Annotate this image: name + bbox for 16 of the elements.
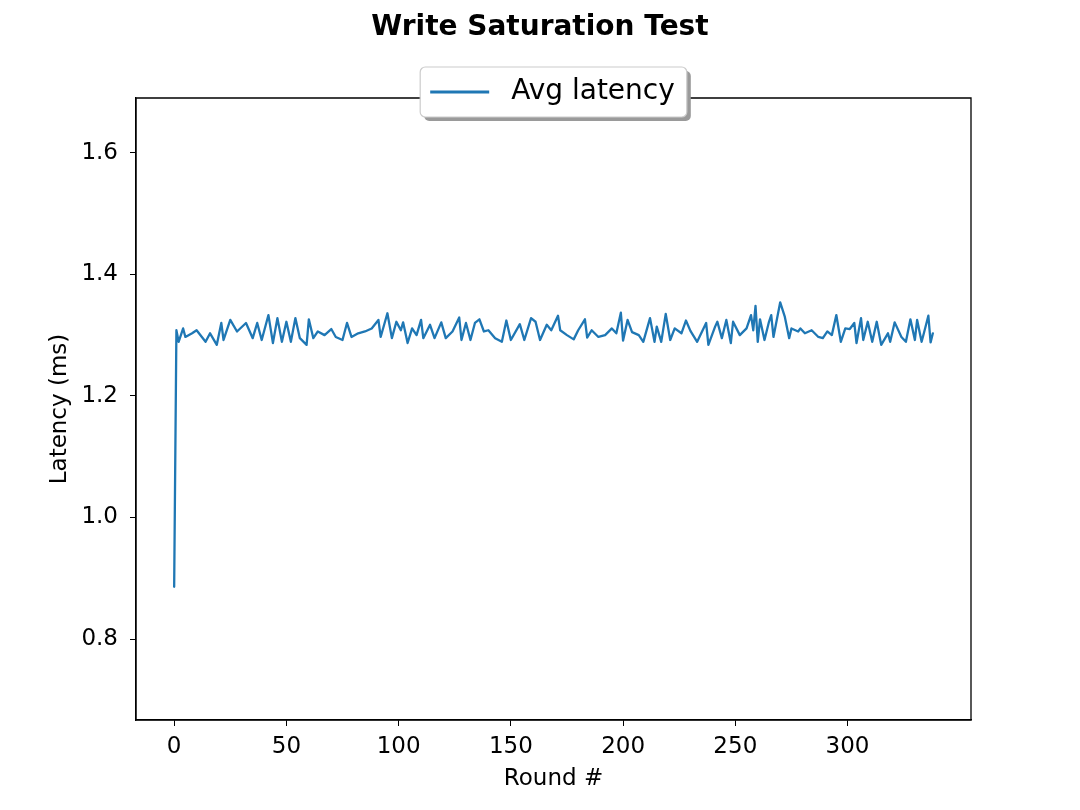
y-tick-label: 1.4 (81, 259, 118, 286)
x-tick-label: 0 (166, 731, 182, 758)
x-axis-title: Round # (503, 764, 604, 791)
y-axis-title: Latency (ms) (44, 333, 71, 485)
x-tick-label: 150 (488, 731, 533, 758)
x-tick-label: 250 (713, 731, 758, 758)
x-tick-label: 300 (825, 731, 870, 758)
y-tick-label: 1.2 (81, 380, 118, 407)
legend-label: Avg latency (511, 73, 675, 107)
chart-title: Write Saturation Test (371, 9, 709, 43)
x-tick-label: 50 (271, 731, 302, 758)
x-tick-label: 100 (376, 731, 421, 758)
y-tick-label: 1.0 (81, 502, 118, 529)
y-tick-label: 0.8 (81, 624, 118, 651)
x-tick-label: 200 (601, 731, 646, 758)
y-tick-label: 1.6 (81, 137, 118, 164)
